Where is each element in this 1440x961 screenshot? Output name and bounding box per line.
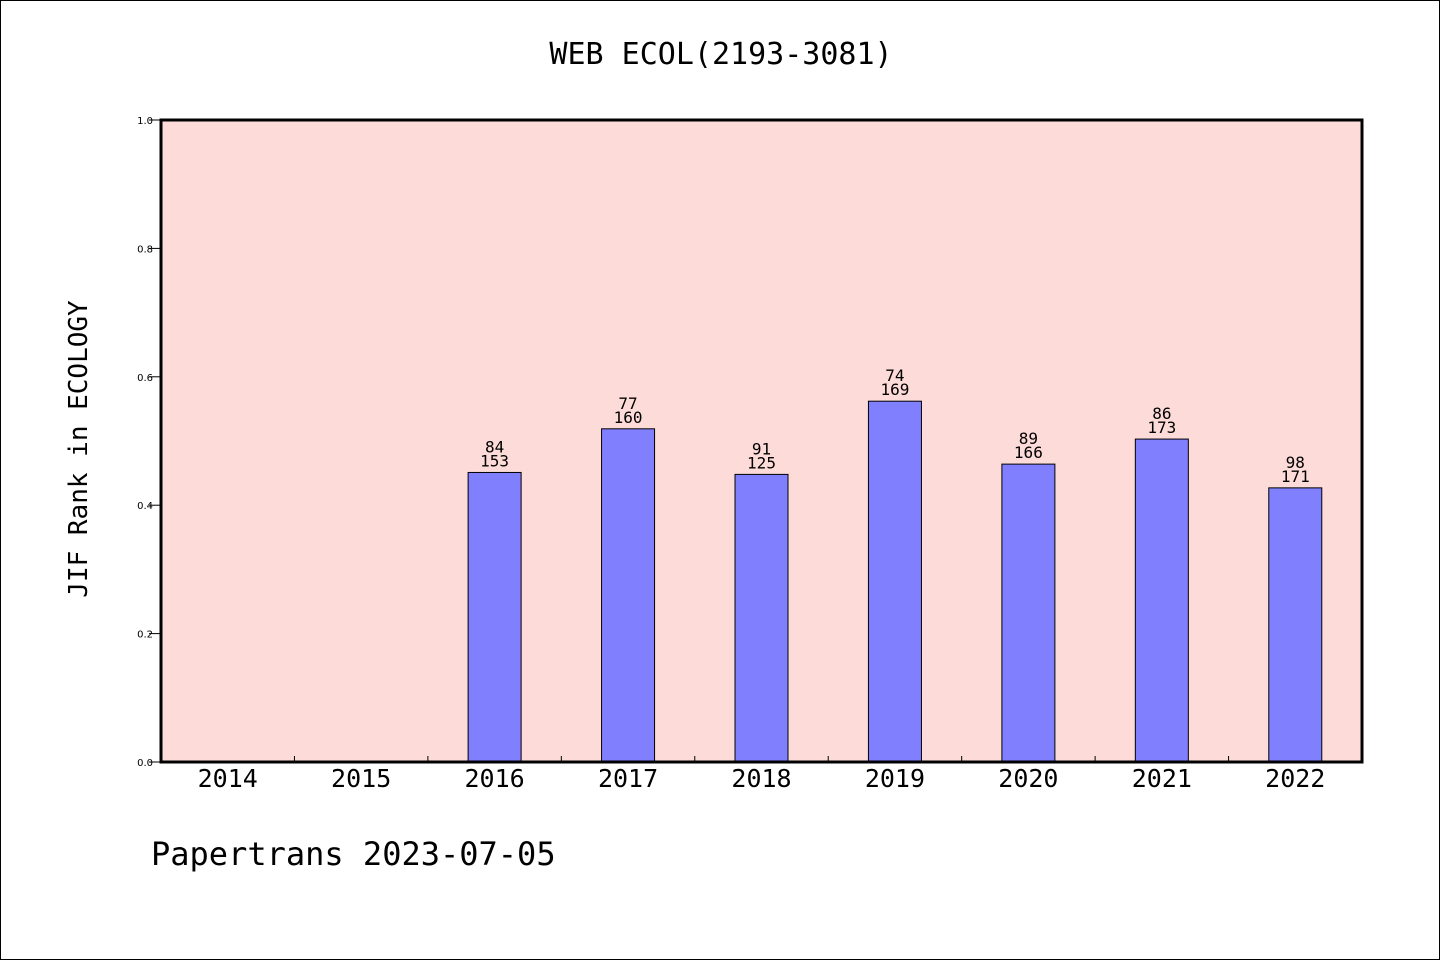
bar-label-bottom-2018: 125	[747, 453, 776, 472]
bar-label-top-2019: 74	[885, 366, 904, 385]
y-tick-label: 1.0	[137, 116, 153, 127]
x-tick-label-2022: 2022	[1265, 764, 1325, 793]
bar-label-bottom-2020: 166	[1014, 443, 1043, 462]
bar-label-bottom-2022: 171	[1281, 467, 1310, 486]
bar-2022	[1268, 487, 1323, 763]
footer-text: Papertrans 2023-07-05	[151, 835, 556, 873]
bar-2017	[601, 428, 656, 763]
bar-label-bottom-2017: 160	[614, 408, 643, 427]
plot-frame	[159, 118, 1364, 764]
x-tick-label-2017: 2017	[598, 764, 658, 793]
x-tick-label-2015: 2015	[331, 764, 391, 793]
bar-label-top-2021: 86	[1152, 404, 1171, 423]
y-tick-label: 0.0	[137, 758, 153, 769]
bar-2019	[867, 400, 922, 763]
x-tick-label-2018: 2018	[731, 764, 791, 793]
bar-label-top-2020: 89	[1019, 429, 1038, 448]
x-tick-label-2016: 2016	[465, 764, 525, 793]
x-tick-label-2019: 2019	[865, 764, 925, 793]
x-tick-label-2014: 2014	[198, 764, 258, 793]
bar-2016	[467, 471, 522, 763]
bar-label-top-2022: 98	[1286, 453, 1305, 472]
bar-label-top-2018: 91	[752, 439, 771, 458]
y-tick-label: 0.8	[137, 244, 153, 255]
bar-2020	[1001, 463, 1056, 763]
bar-label-top-2017: 77	[618, 394, 637, 413]
y-tick-label: 0.6	[137, 373, 153, 384]
y-tick-label: 0.4	[137, 501, 153, 512]
bar-label-bottom-2019: 169	[880, 380, 909, 399]
bar-label-top-2016: 84	[485, 437, 504, 456]
y-tick-label: 0.2	[137, 630, 153, 641]
chart-title: WEB ECOL(2193-3081)	[549, 37, 893, 72]
bar-label-bottom-2016: 153	[480, 451, 509, 470]
x-tick-label-2021: 2021	[1132, 764, 1192, 793]
bar-label-bottom-2021: 173	[1147, 418, 1176, 437]
x-tick-label-2020: 2020	[998, 764, 1058, 793]
bar-2018	[734, 473, 789, 763]
bar-2021	[1134, 438, 1189, 763]
